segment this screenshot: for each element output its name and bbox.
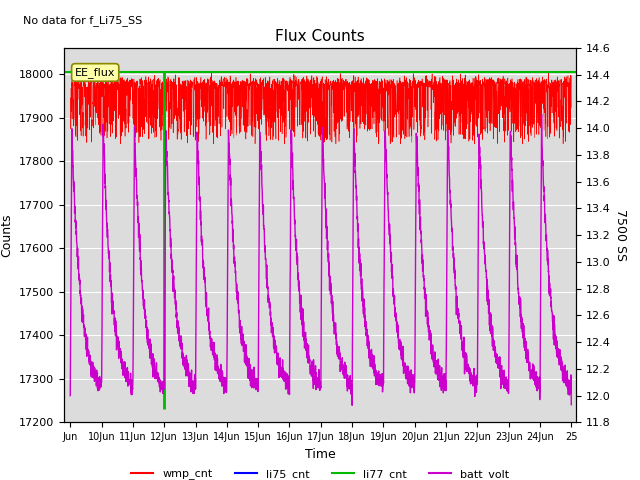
Y-axis label: 7500 SS: 7500 SS bbox=[614, 209, 627, 261]
Y-axis label: Counts: Counts bbox=[1, 214, 13, 257]
Title: Flux Counts: Flux Counts bbox=[275, 29, 365, 44]
Legend: wmp_cnt, li75_cnt, li77_cnt, batt_volt: wmp_cnt, li75_cnt, li77_cnt, batt_volt bbox=[127, 465, 513, 480]
Text: No data for f_Li75_SS: No data for f_Li75_SS bbox=[23, 14, 142, 25]
Text: EE_flux: EE_flux bbox=[75, 67, 115, 78]
X-axis label: Time: Time bbox=[305, 448, 335, 461]
